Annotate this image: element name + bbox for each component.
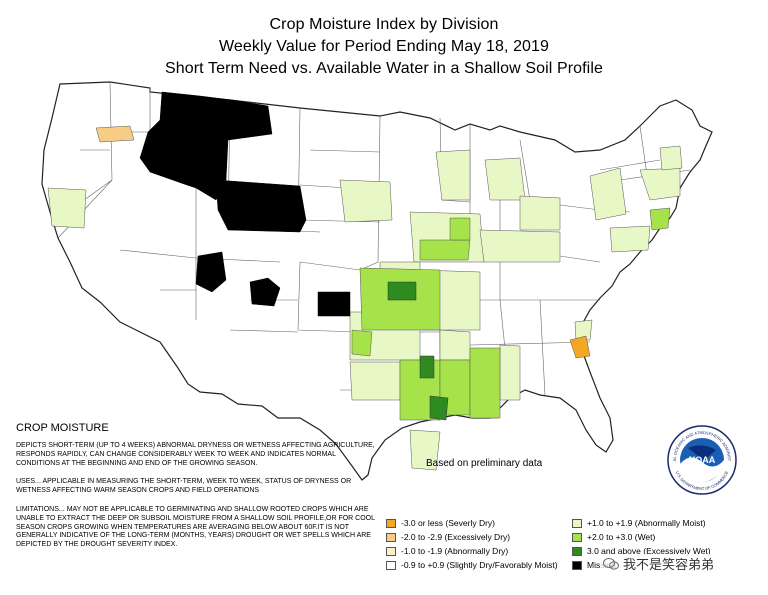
missing-data-regions: [139, 91, 351, 317]
legend-item: -3.0 or less (Severly Dry): [386, 516, 558, 530]
legend-item: +2.0 to +3.0 (Wet): [572, 530, 711, 544]
legend-item: +1.0 to +1.9 (Abnormally Moist): [572, 516, 711, 530]
legend-item: -0.9 to +0.9 (Slightly Dry/Favorably Moi…: [386, 558, 558, 572]
legend-label: -3.0 or less (Severly Dry): [401, 518, 495, 528]
legend-label: -2.0 to -2.9 (Excessively Dry): [401, 532, 511, 542]
chat-bubble-icon: [603, 557, 619, 570]
legend-label: 3.0 and above (Excessively Wet): [587, 546, 711, 556]
map-title: Crop Moisture Index by Division: [269, 16, 499, 33]
legend-swatch-excessively-dry: [386, 532, 396, 542]
legend-item: 3.0 and above (Excessively Wet): [572, 544, 711, 558]
legend-label: +2.0 to +3.0 (Wet): [587, 532, 656, 542]
map-subtitle-description: Short Term Need vs. Available Water in a…: [164, 60, 603, 77]
legend-dry-column: -3.0 or less (Severly Dry) -2.0 to -2.9 …: [386, 516, 558, 572]
watermark-text: 我不是笑容弟弟: [623, 557, 715, 572]
info-limitations: LIMITATIONS... MAY NOT BE APPLICABLE TO …: [16, 505, 375, 549]
noaa-logo: NOAA NATIONAL OCEANIC AND ATMOSPHERIC AD…: [666, 424, 737, 495]
title-block: Crop Moisture Index by Division Weekly V…: [0, 14, 768, 80]
excessively-wet-regions: [387, 281, 449, 421]
legend-swatch-severely-dry: [386, 518, 396, 528]
map-subtitle-period: Weekly Value for Period Ending May 18, 2…: [218, 38, 550, 55]
legend-label: +1.0 to +1.9 (Abnormally Moist): [587, 518, 706, 528]
crop-moisture-info: CROP MOISTURE DEPICTS SHORT-TERM (UP TO …: [16, 422, 376, 560]
legend-swatch-near-normal: [386, 560, 396, 570]
legend-item: -2.0 to -2.9 (Excessively Dry): [386, 530, 558, 544]
info-uses: USES... APPLICABLE IN MEASURING THE SHOR…: [16, 478, 352, 495]
dry-regions: [95, 125, 591, 359]
info-heading: CROP MOISTURE: [16, 422, 109, 434]
legend-swatch-missing: [572, 560, 582, 570]
legend-item: -1.0 to -1.9 (Abnormally Dry): [386, 544, 558, 558]
legend-label: -0.9 to +0.9 (Slightly Dry/Favorably Moi…: [401, 560, 558, 570]
wechat-watermark: 我不是笑容弟弟: [600, 554, 718, 573]
info-definition: DEPICTS SHORT-TERM (UP TO 4 WEEKS) ABNOR…: [16, 442, 375, 467]
legend-swatch-wet: [572, 532, 582, 542]
legend-label: -1.0 to -1.9 (Abnormally Dry): [401, 546, 509, 556]
legend-swatch-excessively-wet: [572, 546, 582, 556]
noaa-logo-text: NOAA: [689, 455, 716, 465]
legend-swatch-abnormally-dry: [386, 546, 396, 556]
legend-swatch-abnormally-moist: [572, 518, 582, 528]
preliminary-data-note: Based on preliminary data: [426, 458, 543, 469]
